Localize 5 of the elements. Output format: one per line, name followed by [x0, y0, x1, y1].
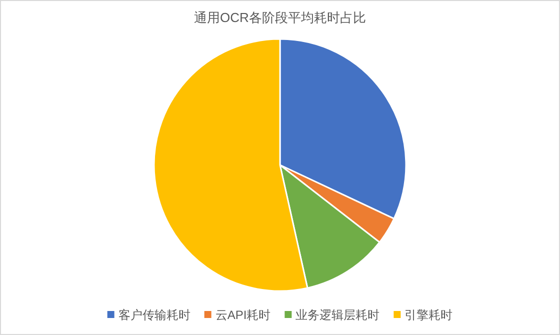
legend-label: 业务逻辑层耗时: [296, 308, 380, 322]
chart-title: 通用OCR各阶段平均耗时占比: [194, 10, 366, 25]
legend-label: 云API耗时: [215, 308, 271, 322]
legend-label: 客户传输耗时: [118, 308, 190, 322]
legend-label: 引擎耗时: [404, 308, 453, 322]
